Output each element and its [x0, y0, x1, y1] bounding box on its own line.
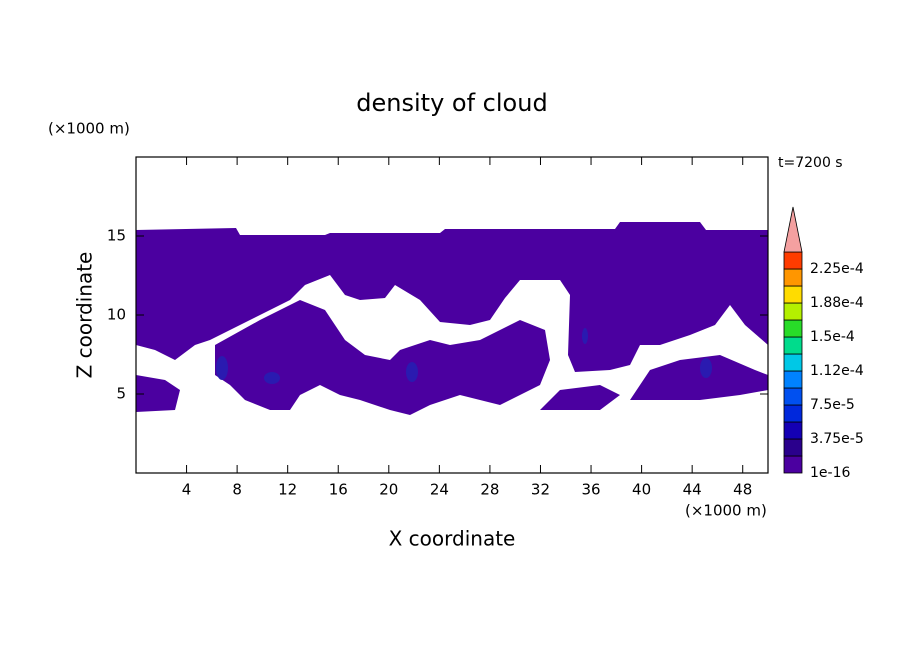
- cloud-region: [630, 355, 768, 400]
- cloud-region: [540, 385, 620, 410]
- x-tick-label: 8: [232, 481, 242, 499]
- x-tick-label: 16: [329, 481, 348, 499]
- x-tick-label: 48: [733, 481, 752, 499]
- colorbar-bin: [783, 455, 803, 474]
- colorbar-bin: [783, 353, 803, 372]
- colorbar-label: 1.5e-4: [810, 329, 855, 345]
- cloud-core: [216, 356, 228, 380]
- colorbar-bin: [783, 404, 803, 423]
- colorbar-bin: [783, 370, 803, 389]
- colorbar-bin: [783, 387, 803, 406]
- x-tick-label: 24: [430, 481, 449, 499]
- y-tick-label: 5: [116, 385, 126, 403]
- x-tick-label: 32: [531, 481, 550, 499]
- colorbar-bin: [783, 285, 803, 304]
- time-label: t=7200 s: [778, 155, 843, 171]
- colorbar-label: 2.25e-4: [810, 261, 864, 277]
- colorbar-label: 1e-16: [810, 465, 850, 481]
- colorbar-extend: [783, 206, 803, 253]
- x-unit: (×1000 m): [685, 502, 767, 520]
- x-tick-label: 20: [379, 481, 398, 499]
- cloud-core: [582, 328, 588, 344]
- chart-title: density of cloud: [356, 89, 547, 117]
- colorbar-label: 3.75e-5: [810, 431, 864, 447]
- x-axis-label: X coordinate: [389, 527, 516, 551]
- colorbar-bin: [783, 319, 803, 338]
- colorbar-label: 1.88e-4: [810, 295, 864, 311]
- y-axis-label: Z coordinate: [73, 252, 97, 379]
- cloud-region: [136, 222, 768, 372]
- x-tick-label: 40: [632, 481, 651, 499]
- colorbar-bin: [783, 336, 803, 355]
- x-tick-label: 12: [278, 481, 297, 499]
- cloud-core: [264, 372, 280, 384]
- colorbar-bin: [783, 421, 803, 440]
- cloud-region: [215, 300, 550, 415]
- cloud-region: [136, 375, 180, 412]
- colorbar-bin: [783, 251, 803, 270]
- y-tick-label: 15: [107, 227, 126, 245]
- x-tick-label: 36: [581, 481, 600, 499]
- colorbar-bin: [783, 302, 803, 321]
- x-tick-label: 44: [683, 481, 702, 499]
- cloud-core: [700, 358, 712, 378]
- colorbar-label: 7.5e-5: [810, 397, 855, 413]
- x-tick-label: 4: [182, 481, 192, 499]
- y-tick-label: 10: [107, 306, 126, 324]
- colorbar-label: 1.12e-4: [810, 363, 864, 379]
- x-tick-label: 28: [480, 481, 499, 499]
- cloud-core: [406, 362, 418, 382]
- y-unit: (×1000 m): [48, 120, 130, 138]
- colorbar-bin: [783, 268, 803, 287]
- contour-field: [136, 222, 768, 415]
- colorbar-bin: [783, 438, 803, 457]
